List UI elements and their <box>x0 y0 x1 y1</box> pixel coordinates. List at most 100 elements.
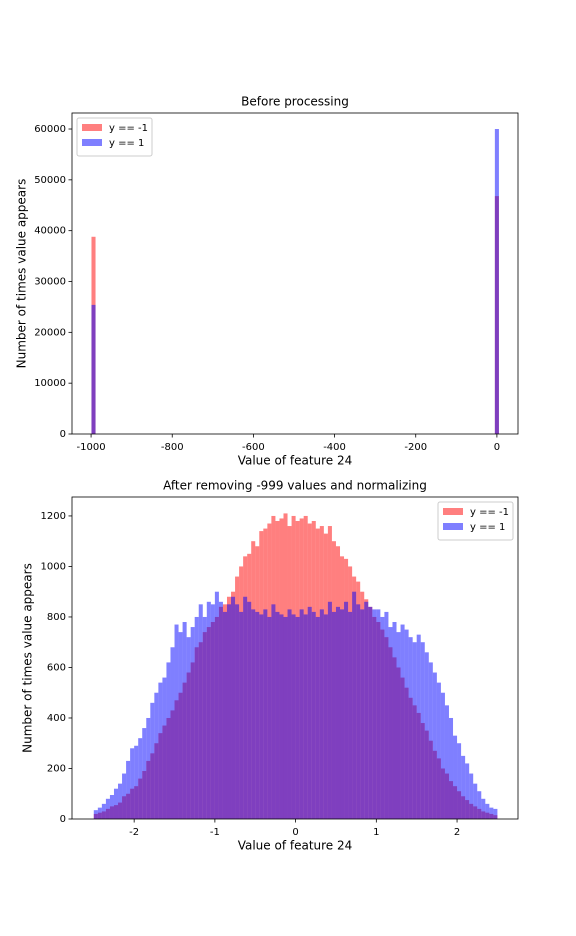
bar <box>263 609 268 819</box>
bar <box>360 609 365 819</box>
y-tick-label: 30000 <box>34 277 66 288</box>
bar <box>174 624 179 819</box>
bar <box>493 808 498 819</box>
bar <box>376 609 381 819</box>
bar <box>481 798 486 819</box>
bar <box>154 692 159 819</box>
chart-title: After removing -999 values and normalizi… <box>163 479 427 493</box>
bar <box>243 596 248 819</box>
x-tick-label: 2 <box>454 827 460 838</box>
y-tick-label: 60000 <box>34 124 66 135</box>
bar <box>420 642 425 819</box>
bar <box>404 629 409 819</box>
bar <box>291 614 296 819</box>
x-tick-label: -2 <box>129 827 139 838</box>
legend-swatch <box>82 124 102 131</box>
bar <box>226 604 232 819</box>
bar <box>97 807 102 819</box>
bar <box>444 705 449 819</box>
bar <box>231 596 236 819</box>
y-tick-label: 200 <box>47 763 66 774</box>
bar <box>368 606 373 819</box>
bar <box>477 791 482 819</box>
bar <box>214 591 219 819</box>
bar <box>259 614 264 819</box>
bar <box>109 795 114 819</box>
bar <box>126 760 131 819</box>
bar <box>134 745 139 819</box>
legend-label: y == 1 <box>109 138 144 149</box>
bar <box>440 692 445 819</box>
bar <box>461 755 466 819</box>
bar <box>170 647 175 819</box>
bar <box>436 682 441 819</box>
bar <box>279 614 284 819</box>
bar <box>331 611 336 819</box>
bar <box>380 616 385 819</box>
bar <box>408 637 413 819</box>
bar <box>348 611 353 819</box>
y-tick-label: 1000 <box>41 561 66 572</box>
x-tick-label: 0 <box>494 442 500 453</box>
bar <box>198 604 203 819</box>
bar <box>453 735 458 819</box>
bar <box>218 601 223 819</box>
bar <box>101 803 106 819</box>
y-tick-label: 400 <box>47 713 66 724</box>
bar <box>271 604 276 819</box>
bar <box>247 601 252 819</box>
x-tick-label: -800 <box>161 442 184 453</box>
bar <box>93 810 98 819</box>
bar <box>424 652 429 819</box>
legend: y == -1 y == 1 <box>437 501 514 541</box>
bar <box>166 662 171 819</box>
x-axis-label: Value of feature 24 <box>238 839 353 853</box>
bar <box>303 614 308 819</box>
y-tick-label: 0 <box>60 429 66 440</box>
bar <box>469 773 474 819</box>
bar <box>465 763 470 819</box>
bar <box>267 616 272 819</box>
x-tick-label: 1 <box>373 827 379 838</box>
bar <box>457 743 462 819</box>
bar <box>130 748 135 819</box>
bar <box>182 622 187 819</box>
bar <box>352 591 357 819</box>
bar <box>186 637 191 819</box>
bar <box>319 609 324 819</box>
bar <box>356 604 361 819</box>
x-tick-label: -200 <box>404 442 427 453</box>
bar <box>485 803 490 819</box>
bar <box>428 662 433 819</box>
bar <box>392 622 397 819</box>
y-tick-label: 800 <box>47 612 66 623</box>
axes-frame <box>71 112 519 435</box>
x-tick-label: -1000 <box>77 442 106 453</box>
y-tick-label: 40000 <box>34 226 66 237</box>
bar <box>178 632 183 819</box>
bar <box>335 606 341 819</box>
legend-swatch <box>82 139 102 146</box>
bar <box>206 601 211 819</box>
bar <box>235 604 240 819</box>
bar <box>323 614 328 819</box>
bar <box>210 604 215 819</box>
bar <box>146 717 151 819</box>
bar <box>162 677 167 819</box>
bar <box>340 609 345 819</box>
bar <box>416 634 421 819</box>
bar <box>275 611 280 819</box>
y-axis-label: Number of times value appears <box>21 563 35 753</box>
bar <box>299 609 304 819</box>
y-tick-label: 50000 <box>34 175 66 186</box>
bar <box>384 611 389 819</box>
y-tick-label: 0 <box>60 814 66 825</box>
legend-label: y == -1 <box>109 123 148 134</box>
bar <box>295 616 300 819</box>
legend-label: y == -1 <box>470 507 509 518</box>
bar <box>287 609 292 819</box>
bar <box>202 616 207 819</box>
bar <box>412 642 417 819</box>
bar <box>307 606 312 819</box>
